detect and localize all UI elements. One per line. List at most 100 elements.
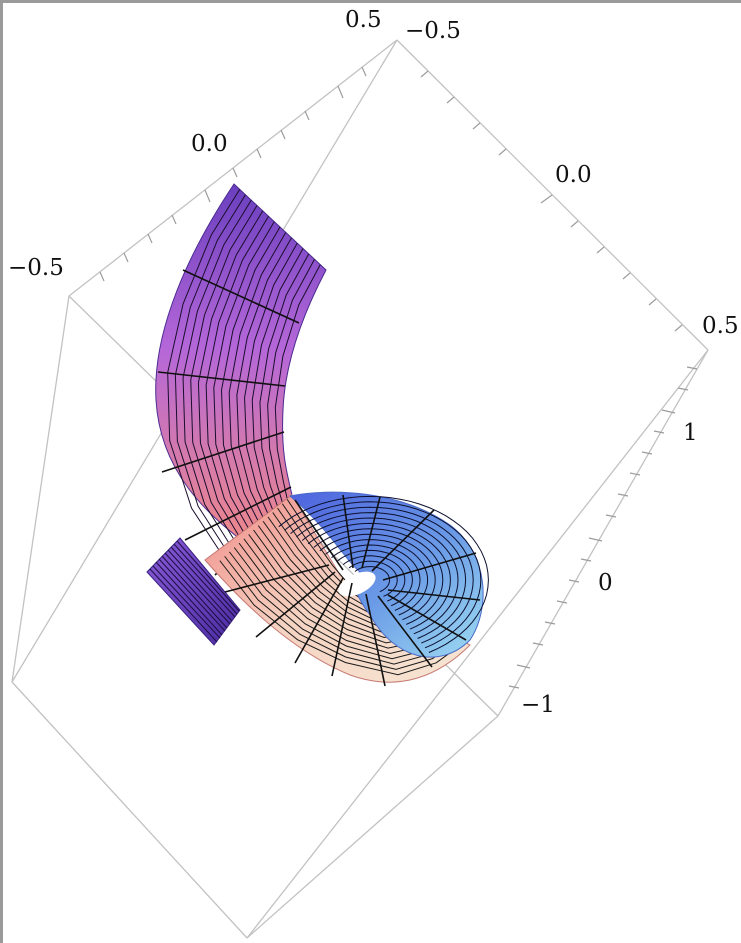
disk-contour-line xyxy=(278,495,489,653)
tick-mark xyxy=(516,664,531,669)
radial-line xyxy=(377,595,433,668)
disk-contour-line xyxy=(313,528,444,625)
upper-contour-line xyxy=(236,237,292,518)
disk-contour-line xyxy=(348,560,398,597)
ticks-right-axis xyxy=(508,366,698,689)
tick-mark xyxy=(661,409,676,414)
tick-mark xyxy=(232,167,238,178)
radial-line xyxy=(255,571,336,638)
tab-contour xyxy=(155,561,223,636)
tick-mark xyxy=(420,70,429,78)
radial-line xyxy=(365,593,386,687)
bottom-contour-line xyxy=(224,555,460,670)
upper-contour-line xyxy=(197,210,264,537)
box-edge xyxy=(497,349,709,717)
tick-mark xyxy=(508,685,520,689)
tab-contour xyxy=(161,555,228,629)
upper-contour-line xyxy=(267,259,315,503)
tick-mark xyxy=(256,148,262,159)
tick-mark xyxy=(686,366,698,370)
box-edge xyxy=(11,295,70,683)
disk-contour-line xyxy=(331,544,421,611)
ticks-top-left-axis xyxy=(99,66,367,282)
surface-upper-ribbon xyxy=(155,183,327,576)
box-edge xyxy=(246,715,499,939)
surface-tab xyxy=(146,537,241,646)
tick-mark xyxy=(472,122,481,130)
disk-contour-line xyxy=(336,549,413,607)
tab-contour xyxy=(158,558,226,632)
box-edge xyxy=(11,681,248,939)
disk-contour-line xyxy=(325,539,429,616)
ticks-top-right-axis xyxy=(420,70,683,332)
tick-mark xyxy=(540,194,553,204)
upper-radial-line xyxy=(157,371,286,387)
tick-mark xyxy=(674,324,683,332)
radial-line xyxy=(387,589,481,601)
upper-contour-line xyxy=(205,215,269,533)
radial-line xyxy=(224,564,330,593)
tick-mark xyxy=(99,271,105,282)
tick-label: −1 xyxy=(521,692,555,718)
tick-mark xyxy=(653,430,665,434)
tab-contour xyxy=(167,549,233,622)
upper-radial-line xyxy=(182,269,300,324)
disk-contour-line xyxy=(354,566,391,593)
tick-mark xyxy=(446,96,455,104)
tick-label: −0.5 xyxy=(405,18,461,44)
radial-line xyxy=(331,582,353,677)
tick-label: 0.5 xyxy=(702,313,739,339)
tick-mark xyxy=(629,472,641,476)
tick-mark xyxy=(171,214,177,225)
disk-contour-line xyxy=(319,533,436,621)
radial-line xyxy=(387,594,467,641)
upper-contour-line xyxy=(259,253,310,507)
upper-contour-line xyxy=(228,232,287,522)
upper-contour-line xyxy=(213,221,275,529)
tick-mark xyxy=(544,621,556,625)
tick-mark xyxy=(568,579,580,583)
bounding-box xyxy=(11,39,709,939)
radial-line xyxy=(361,496,381,569)
tick-label: 0.0 xyxy=(555,162,592,188)
tab-contour xyxy=(173,543,238,615)
tab-contour xyxy=(149,568,218,643)
tick-mark xyxy=(204,189,211,203)
bottom-contour-line xyxy=(219,560,466,676)
tick-mark xyxy=(280,129,286,140)
tick-mark xyxy=(498,148,507,156)
upper-contour-line xyxy=(220,226,281,526)
tick-mark xyxy=(677,387,689,391)
tick-mark xyxy=(361,66,367,77)
tick-mark xyxy=(337,85,344,99)
disk-contour-line xyxy=(301,517,459,635)
disk-contour-line xyxy=(284,501,482,649)
upper-contour-line xyxy=(251,248,304,511)
tick-mark xyxy=(622,272,631,280)
tick-label: 0 xyxy=(598,570,613,596)
tick-mark xyxy=(147,233,153,244)
tick-mark xyxy=(648,298,657,306)
tick-mark xyxy=(532,642,544,646)
tab-contour xyxy=(164,552,231,625)
upper-radial-line xyxy=(184,486,292,541)
tick-mark xyxy=(588,537,603,542)
tab-contour xyxy=(152,565,221,639)
box-edge xyxy=(396,39,709,351)
upper-contour-line xyxy=(182,199,252,545)
tick-mark xyxy=(556,600,568,604)
tick-label: 0.0 xyxy=(191,131,228,157)
box-edge xyxy=(246,349,709,939)
tab-contour xyxy=(170,546,236,618)
surface-disk xyxy=(278,491,489,658)
tick-label: 1 xyxy=(683,420,698,446)
radial-line xyxy=(294,577,344,664)
tick-mark xyxy=(596,246,605,254)
tick-mark xyxy=(617,493,629,497)
tick-labels: −0.5 0.0 0.5 −0.5 0.0 0.5 1 0 −1 xyxy=(8,7,739,718)
upper-radial-line xyxy=(161,431,285,473)
tab-contour xyxy=(176,540,240,612)
tick-mark xyxy=(580,558,592,562)
